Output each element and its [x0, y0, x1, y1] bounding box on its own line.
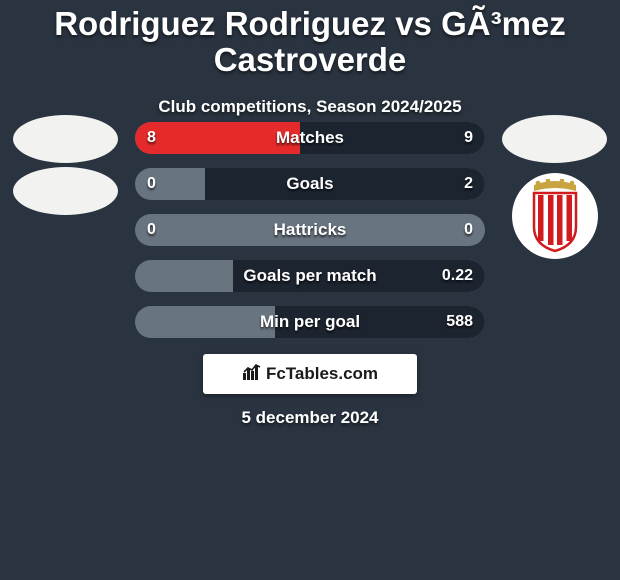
page-title: Rodriguez Rodriguez vs GÃ³mez Castroverd… — [0, 0, 620, 79]
date-line: 5 december 2024 — [0, 408, 620, 428]
stat-bar-row: Matches8 9 — [135, 122, 485, 154]
bar-label: Min per goal — [135, 312, 485, 332]
brand-box: FcTables.com — [203, 354, 417, 394]
subtitle: Club competitions, Season 2024/2025 — [0, 97, 620, 117]
left-player-column — [8, 115, 123, 219]
bar-value-right: 2 — [464, 175, 473, 193]
club-badge — [512, 173, 598, 259]
bar-value-right: 588 — [446, 313, 473, 331]
right-player-column — [497, 115, 612, 259]
bar-label: Goals per match — [135, 266, 485, 286]
stat-bar-row: Hattricks0 0 — [135, 214, 485, 246]
bar-label: Hattricks — [135, 220, 485, 240]
player-avatar-placeholder — [13, 115, 118, 163]
player-avatar-placeholder — [502, 115, 607, 163]
chart-icon — [242, 363, 262, 386]
comparison-card: Rodriguez Rodriguez vs GÃ³mez Castroverd… — [0, 0, 620, 580]
brand-text: FcTables.com — [266, 364, 378, 384]
stat-bar-row: Goals per match0.22 — [135, 260, 485, 292]
bar-value-left: 8 — [147, 129, 156, 147]
bar-value-left: 0 — [147, 175, 156, 193]
bar-value-right: 0 — [464, 221, 473, 239]
bar-label: Goals — [135, 174, 485, 194]
bar-value-left: 0 — [147, 221, 156, 239]
club-crest-icon — [524, 179, 586, 253]
stat-bar-row: Goals0 2 — [135, 168, 485, 200]
bar-value-right: 9 — [464, 129, 473, 147]
stats-bars: Matches89Goals02Hattricks00Goals per mat… — [135, 122, 485, 352]
stat-bar-row: Min per goal588 — [135, 306, 485, 338]
bar-label: Matches — [135, 128, 485, 148]
bar-value-right: 0.22 — [442, 267, 473, 285]
player-avatar-placeholder — [13, 167, 118, 215]
